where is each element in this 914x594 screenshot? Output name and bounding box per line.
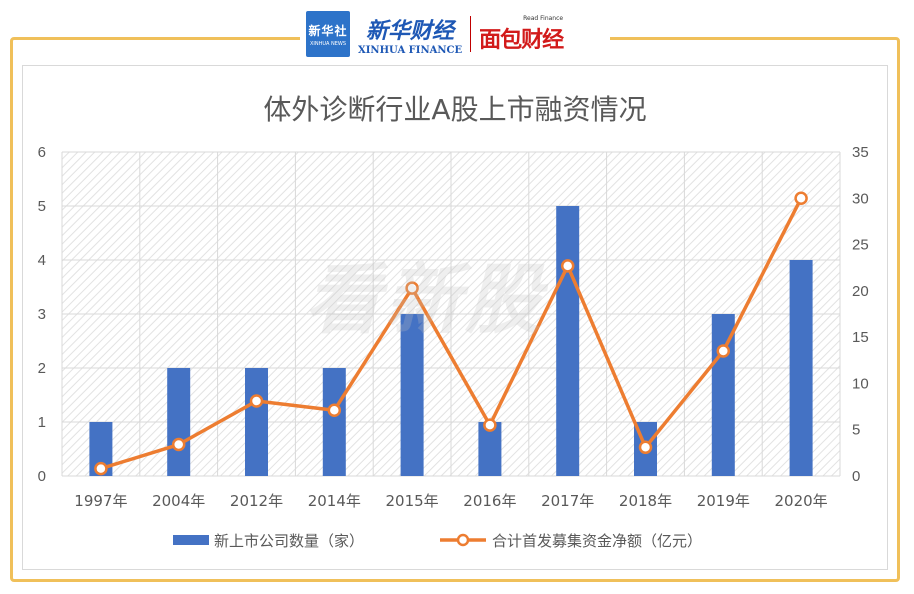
y-right-tick-label: 10 — [852, 375, 869, 392]
line-point — [171, 437, 186, 452]
line-point — [638, 440, 653, 455]
y-right-tick-label: 25 — [852, 237, 869, 254]
line-point — [560, 259, 575, 273]
x-tick-label: 2014年 — [308, 492, 361, 510]
bar — [556, 206, 580, 476]
x-tick-label: 2018年 — [619, 492, 672, 510]
bar — [400, 314, 424, 476]
xinhua-logo: 新华社 XINHUA NEWS — [306, 11, 350, 57]
line-point — [716, 344, 731, 358]
y-left-tick-label: 1 — [38, 414, 46, 431]
x-tick-label: 2004年 — [152, 492, 205, 510]
series-line — [100, 197, 803, 471]
bar — [89, 422, 113, 476]
xinhua-logo-en: XINHUA NEWS — [309, 40, 347, 47]
line-point — [94, 461, 108, 476]
y-left-tick-label: 3 — [38, 306, 46, 323]
bar — [789, 260, 813, 476]
y-right-tick-label: 35 — [852, 144, 869, 161]
x-tick-label: 2020年 — [775, 492, 828, 510]
line-point — [483, 418, 497, 432]
line-point — [327, 403, 342, 418]
y-right-tick-label: 20 — [852, 283, 869, 300]
chart-title: 体外诊断行业A股上市融资情况 — [263, 93, 647, 126]
legend-line-label: 合计首发募集资金净额（亿元） — [492, 532, 702, 550]
y-left-tick-label: 4 — [38, 252, 46, 269]
x-tick-label: 2017年 — [541, 492, 594, 510]
xinhua-finance-logo: 新华财经 XINHUA FINANCE — [358, 13, 462, 56]
x-tick-label: 2015年 — [386, 492, 439, 510]
line-point — [249, 394, 264, 408]
y-right-tick-label: 30 — [852, 190, 869, 207]
brand-cn: 新华财经 — [366, 17, 455, 44]
header-logos: 新华社 XINHUA NEWS 新华财经 XINHUA FINANCE Read… — [300, 4, 610, 64]
bar — [167, 368, 191, 476]
legend-bar-swatch — [173, 535, 209, 545]
x-tick-label: 2012年 — [230, 492, 283, 510]
x-tick-label: 1997年 — [74, 492, 127, 510]
legend-bar-label: 新上市公司数量（家） — [214, 532, 364, 550]
line-point — [794, 191, 808, 206]
read-finance-cn: 面包财经 — [479, 27, 564, 53]
line-point — [405, 281, 419, 295]
xinhua-logo-cn: 新华社 — [308, 23, 348, 38]
y-left-tick-label: 2 — [38, 360, 46, 377]
logo-divider — [470, 16, 472, 52]
y-right-tick-label: 5 — [852, 422, 860, 439]
bar — [322, 368, 346, 476]
y-right-tick-label: 0 — [852, 468, 860, 485]
y-right-tick-label: 15 — [852, 329, 869, 346]
y-left-tick-label: 0 — [38, 468, 46, 485]
bar — [245, 368, 268, 476]
x-tick-label: 2016年 — [463, 492, 516, 510]
bar — [478, 422, 502, 476]
read-finance-en: Read Finance — [523, 14, 564, 22]
brand-en: XINHUA FINANCE — [358, 44, 463, 56]
read-finance-logo: Read Finance 面包财经 — [479, 14, 564, 54]
watermark: 看新股 — [305, 255, 545, 344]
x-tick-label: 2019年 — [697, 492, 750, 510]
legend-line-marker — [456, 533, 470, 547]
y-left-tick-label: 5 — [38, 198, 46, 215]
y-left-tick-label: 6 — [38, 144, 46, 161]
